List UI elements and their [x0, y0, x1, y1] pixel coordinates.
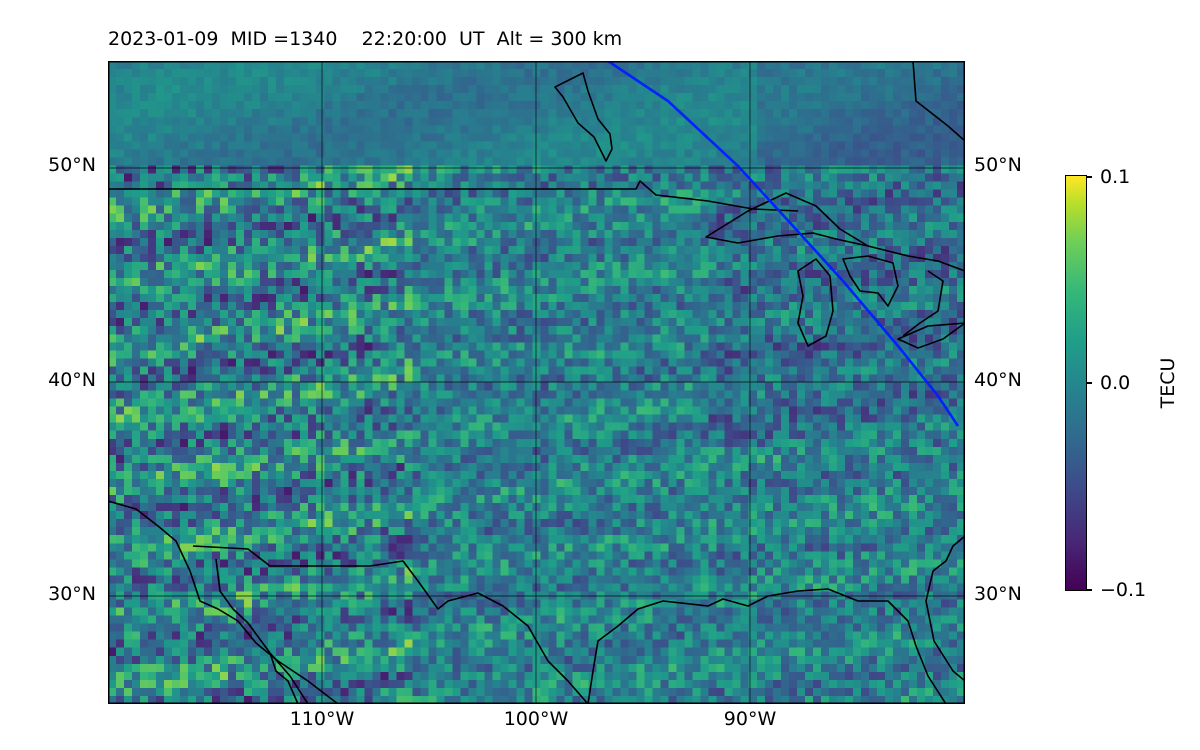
- us-mexico-border: [192, 545, 589, 704]
- lon-label-90: 90°W: [723, 708, 777, 730]
- coastlines: [108, 61, 965, 704]
- florida-coast: [925, 560, 965, 682]
- baja-coast: [108, 500, 339, 704]
- colorbar-tick-mid: [1086, 382, 1092, 384]
- colorbar-tick-top: [1086, 176, 1092, 178]
- tec-map: [108, 61, 965, 704]
- lake-erie: [897, 322, 965, 349]
- florida-atlantic: [945, 535, 965, 562]
- great-lakes-east: [902, 270, 944, 337]
- graticule: [108, 61, 965, 704]
- map-overlay: [108, 61, 965, 704]
- lon-label-100: 100°W: [503, 708, 569, 730]
- gulf-of-california: [215, 558, 309, 704]
- lat-label-40-right: 40°N: [974, 369, 1022, 391]
- lat-label-30-right: 30°N: [974, 583, 1022, 605]
- satellite-track: [607, 61, 960, 427]
- us-canada-border: [108, 180, 799, 212]
- colorbar-label: TECU: [1157, 357, 1179, 409]
- lon-label-110: 110°W: [289, 708, 355, 730]
- yucatan-hint: [269, 652, 299, 704]
- colorbar-tick-label-zero: 0.0: [1100, 372, 1131, 394]
- colorbar-tick-label-max: 0.1: [1100, 166, 1131, 188]
- colorbar-tick-bottom: [1086, 589, 1092, 591]
- lat-label-50-right: 50°N: [974, 154, 1022, 176]
- lat-label-50-left: 50°N: [48, 154, 96, 176]
- gulf-coast: [587, 588, 947, 704]
- figure-title: 2023-01-09 MID =1340 22:20:00 UT Alt = 3…: [108, 28, 623, 50]
- hudson-bay-coast: [554, 72, 613, 162]
- lake-michigan: [797, 258, 834, 347]
- lat-label-30-left: 30°N: [48, 583, 96, 605]
- lat-label-40-left: 40°N: [48, 369, 96, 391]
- lake-huron: [842, 255, 899, 307]
- map-frame: [108, 61, 965, 704]
- ontario-shore: [867, 245, 965, 272]
- colorbar: [1065, 175, 1087, 591]
- colorbar-tick-label-min: −0.1: [1100, 579, 1147, 601]
- canada-east-coast: [912, 61, 965, 142]
